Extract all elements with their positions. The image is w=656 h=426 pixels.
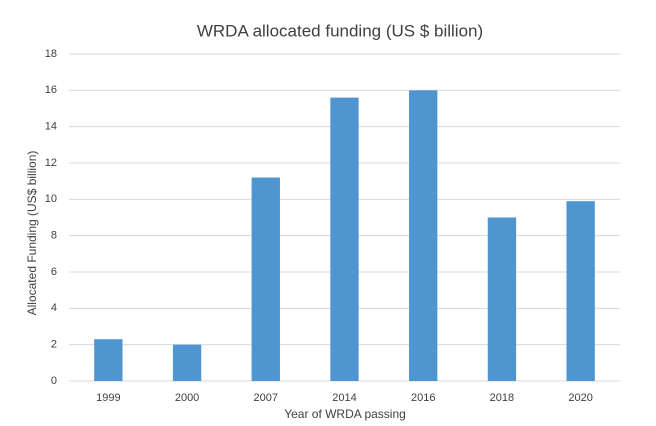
y-tick-label: 18 [45, 48, 57, 60]
x-axis-title: Year of WRDA passing [284, 407, 406, 421]
x-tick-label: 2014 [332, 392, 356, 404]
x-tick-label: 1999 [96, 392, 120, 404]
y-tick-label: 6 [51, 266, 57, 278]
bar [566, 201, 595, 381]
bar [409, 90, 438, 381]
x-tick-label: 2000 [175, 392, 199, 404]
chart-title: WRDA allocated funding (US $ billion) [197, 21, 483, 40]
x-tick-label: 2016 [411, 392, 435, 404]
bar [330, 97, 359, 381]
y-tick-label: 8 [51, 230, 57, 242]
x-tick-label: 2020 [568, 392, 592, 404]
x-tick-label: 2018 [490, 392, 514, 404]
bar [251, 177, 280, 381]
bar [94, 339, 123, 381]
y-tick-label: 16 [45, 84, 57, 96]
bar [172, 344, 202, 381]
x-tick-label: 2007 [254, 392, 278, 404]
y-axis-title: Allocated Funding (US$ billion) [25, 151, 39, 316]
y-tick-label: 4 [51, 302, 57, 314]
y-tick-label: 12 [45, 157, 57, 169]
y-tick-label: 14 [45, 121, 57, 133]
y-tick-label: 10 [45, 193, 57, 205]
bar [487, 217, 517, 381]
y-tick-label: 0 [51, 375, 57, 387]
y-tick-label: 2 [51, 339, 57, 351]
